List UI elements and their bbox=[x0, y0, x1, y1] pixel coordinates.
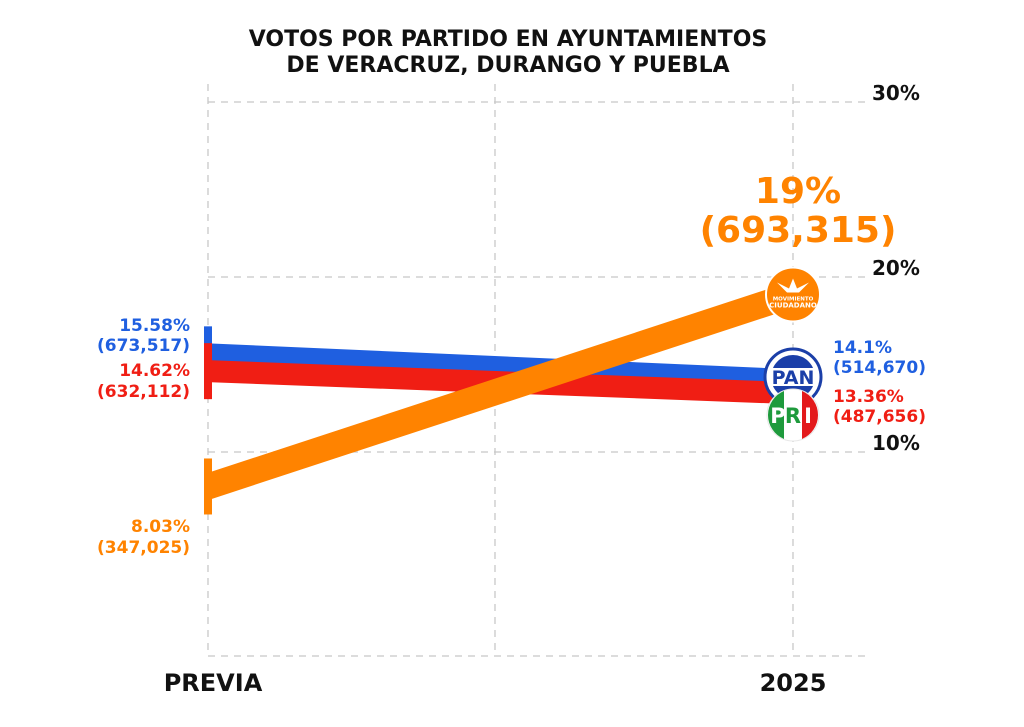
mc-logo-circle bbox=[765, 266, 821, 323]
data-label: 14.62% bbox=[119, 361, 190, 381]
data-label: (347,025) bbox=[97, 538, 190, 558]
x-tick-label: PREVIA bbox=[164, 669, 263, 697]
title-line-2: DE VERACRUZ, DURANGO Y PUEBLA bbox=[286, 53, 729, 78]
y-tick-label: 10% bbox=[872, 431, 920, 455]
data-label: 8.03% bbox=[131, 517, 190, 537]
eagle-icon bbox=[777, 278, 809, 293]
pri-logo-red bbox=[802, 391, 819, 439]
pan-logo: PAN bbox=[763, 347, 823, 407]
mc-logo-text: MOVIMIENTO bbox=[773, 297, 814, 303]
series-start-cap bbox=[204, 343, 212, 400]
pri-logo-green bbox=[767, 391, 784, 439]
data-label: 19% bbox=[755, 171, 841, 212]
data-label: (514,670) bbox=[833, 358, 926, 378]
series-line-pan bbox=[207, 343, 794, 392]
data-label: 15.58% bbox=[119, 316, 190, 336]
data-label: (487,656) bbox=[833, 407, 926, 427]
x-tick-label: 2025 bbox=[760, 669, 827, 697]
data-label: 13.36% bbox=[833, 387, 904, 407]
y-tick-label: 30% bbox=[872, 81, 920, 105]
series-lines bbox=[203, 282, 798, 515]
data-label: (632,112) bbox=[97, 382, 190, 402]
y-tick-label: 20% bbox=[872, 256, 920, 280]
series-line-movimiento-ciudadano bbox=[203, 282, 798, 499]
series-start-cap bbox=[204, 458, 212, 515]
mc-logo-text: CIUDADANO bbox=[769, 302, 817, 310]
pan-logo-text: PAN bbox=[772, 367, 815, 389]
pri-logo-letter: I bbox=[804, 404, 812, 428]
data-label: (693,315) bbox=[700, 210, 897, 251]
data-labels: 15.58%(673,517) 14.62%(632,112) 8.03%(347,… bbox=[97, 171, 926, 558]
x-axis-ticks: PREVIA 2025 bbox=[164, 669, 827, 697]
y-axis-ticks: 10% 20% 30% bbox=[872, 81, 920, 455]
pri-logo-letter: R bbox=[785, 404, 801, 428]
pan-logo-band bbox=[769, 368, 817, 386]
chart-title: VOTOS POR PARTIDO EN AYUNTAMIENTOS DE VE… bbox=[249, 27, 768, 78]
data-label: (673,517) bbox=[97, 336, 190, 356]
title-line-1: VOTOS POR PARTIDO EN AYUNTAMIENTOS bbox=[249, 27, 768, 52]
data-label: 14.1% bbox=[833, 338, 892, 358]
pri-logo-letter: P bbox=[770, 404, 785, 428]
